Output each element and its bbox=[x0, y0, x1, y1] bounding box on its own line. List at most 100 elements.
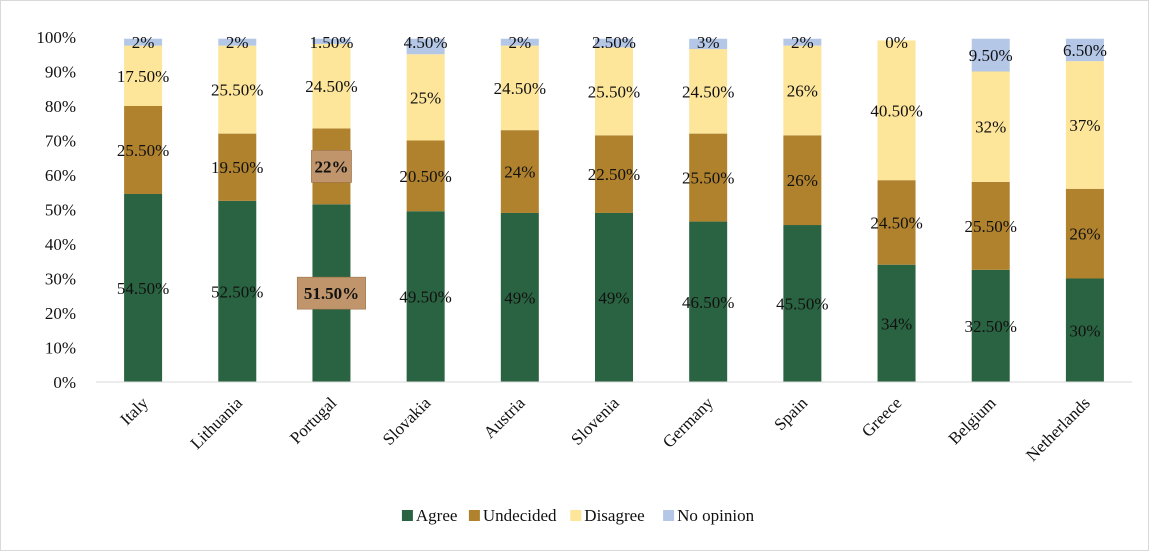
bar-segment-undecided-slovenia bbox=[595, 135, 633, 213]
bar-segment-agree-italy bbox=[124, 193, 163, 382]
data-label-disagree-austria: 24.50% bbox=[494, 79, 546, 98]
x-tick-label: Austria bbox=[480, 393, 529, 442]
x-tick-label: Germany bbox=[659, 393, 718, 452]
bar-segment-disagree-spain bbox=[783, 45, 822, 136]
data-label-undecided-belgium: 25.50% bbox=[965, 217, 1017, 236]
bar-segment-disagree-lithuania bbox=[218, 45, 257, 134]
data-label-undecided-portugal: 22% bbox=[314, 157, 348, 176]
bar-segment-no-opinion-lithuania bbox=[218, 38, 257, 46]
x-tick-label: Portugal bbox=[286, 393, 340, 447]
data-label-agree-belgium: 32.50% bbox=[965, 317, 1017, 336]
legend-label-undecided: Undecided bbox=[483, 506, 557, 525]
y-tick-label: 50% bbox=[45, 201, 76, 220]
bar-segment-no-opinion-belgium bbox=[971, 38, 1010, 72]
y-tick-label: 10% bbox=[45, 339, 76, 358]
bar-segment-no-opinion-austria bbox=[500, 38, 539, 46]
legend-swatch-agree bbox=[401, 510, 413, 521]
legend-swatch-no-opinion bbox=[663, 510, 675, 521]
bar-segment-agree-lithuania bbox=[218, 200, 257, 382]
bar-segment-agree-greece bbox=[877, 264, 916, 382]
data-label-undecided-slovenia: 22.50% bbox=[588, 165, 640, 184]
bar-segment-agree-spain bbox=[783, 225, 822, 382]
data-label-no-opinion-slovakia: 4.50% bbox=[404, 33, 448, 52]
data-label-agree-lithuania: 52.50% bbox=[211, 282, 263, 301]
highlight-box-undecided-portugal bbox=[311, 150, 352, 183]
x-tick-label: Lithuania bbox=[187, 393, 247, 453]
data-label-no-opinion-austria: 2% bbox=[508, 33, 531, 52]
data-label-agree-germany: 46.50% bbox=[682, 293, 734, 312]
data-label-no-opinion-belgium: 9.50% bbox=[969, 46, 1013, 65]
data-label-disagree-belgium: 32% bbox=[975, 118, 1006, 137]
data-label-disagree-portugal: 24.50% bbox=[305, 77, 357, 96]
data-label-disagree-italy: 17.50% bbox=[117, 67, 169, 86]
bar-segment-agree-netherlands bbox=[1065, 278, 1104, 382]
bar-segment-disagree-slovakia bbox=[406, 54, 445, 141]
data-label-no-opinion-italy: 2% bbox=[132, 33, 155, 52]
legend-label-no-opinion: No opinion bbox=[677, 506, 754, 525]
bar-segment-agree-germany bbox=[689, 221, 728, 382]
bar-segment-disagree-netherlands bbox=[1065, 61, 1104, 189]
bar-segment-no-opinion-portugal bbox=[312, 38, 351, 44]
data-label-agree-slovakia: 49.50% bbox=[399, 288, 451, 307]
data-label-undecided-italy: 25.50% bbox=[117, 141, 169, 160]
data-label-disagree-germany: 24.50% bbox=[682, 82, 734, 101]
highlight-box-agree-portugal bbox=[296, 276, 366, 310]
data-label-agree-austria: 49% bbox=[504, 288, 535, 307]
bar-segment-disagree-portugal bbox=[312, 43, 351, 129]
y-tick-label: 100% bbox=[36, 28, 76, 47]
data-label-disagree-spain: 26% bbox=[787, 81, 818, 100]
data-label-no-opinion-spain: 2% bbox=[791, 33, 814, 52]
x-tick-label: Netherlands bbox=[1022, 393, 1094, 465]
x-axis: Italy Lithuania Portugal Slovakia Austria Slo… bbox=[116, 393, 1093, 465]
data-label-disagree-lithuania: 25.50% bbox=[211, 81, 263, 100]
y-tick-label: 0% bbox=[53, 373, 76, 392]
data-label-agree-portugal: 51.50% bbox=[304, 284, 359, 303]
data-label-undecided-spain: 26% bbox=[787, 171, 818, 190]
data-label-disagree-greece: 40.50% bbox=[870, 101, 922, 120]
bar-segment-undecided-spain bbox=[783, 135, 822, 226]
data-label-agree-netherlands: 30% bbox=[1069, 321, 1100, 340]
legend-label-agree: Agree bbox=[416, 506, 458, 525]
data-label-undecided-germany: 25.50% bbox=[682, 169, 734, 188]
x-tick-label: Belgium bbox=[945, 393, 1000, 448]
legend-swatch-disagree bbox=[570, 510, 582, 521]
legend-swatch-undecided bbox=[468, 510, 480, 521]
bar-segment-undecided-slovakia bbox=[406, 140, 445, 212]
data-label-undecided-slovakia: 20.50% bbox=[399, 167, 451, 186]
data-label-agree-italy: 54.50% bbox=[117, 279, 169, 298]
y-tick-label: 80% bbox=[45, 97, 76, 116]
data-label-undecided-greece: 24.50% bbox=[870, 213, 922, 232]
bar-segment-agree-slovakia bbox=[406, 211, 445, 382]
data-label-disagree-slovenia: 25.50% bbox=[588, 82, 640, 101]
data-label-no-opinion-netherlands: 6.50% bbox=[1063, 41, 1107, 60]
data-label-undecided-lithuania: 19.50% bbox=[211, 158, 263, 177]
bar-segment-agree-slovenia bbox=[595, 212, 633, 382]
y-tick-label: 60% bbox=[45, 166, 76, 185]
x-tick-label: Spain bbox=[770, 393, 811, 434]
data-label-disagree-slovakia: 25% bbox=[410, 88, 441, 107]
y-tick-label: 90% bbox=[45, 63, 76, 82]
y-tick-label: 70% bbox=[45, 132, 76, 151]
bar-segment-undecided-lithuania bbox=[218, 133, 257, 201]
bar-segment-agree-austria bbox=[500, 212, 539, 382]
bar-segment-disagree-austria bbox=[500, 45, 539, 131]
data-labels: 54.50% 25.50% 17.50% 2% 52.50% 19.50% 25.50% 2%… bbox=[117, 33, 1107, 340]
bar-segment-no-opinion-spain bbox=[783, 38, 822, 46]
data-label-undecided-austria: 24% bbox=[504, 163, 535, 182]
data-label-agree-spain: 45.50% bbox=[776, 295, 828, 314]
bar-segment-disagree-greece bbox=[877, 40, 916, 181]
y-tick-label: 20% bbox=[45, 304, 76, 323]
data-label-undecided-netherlands: 26% bbox=[1069, 225, 1100, 244]
x-tick-label: Slovenia bbox=[567, 393, 623, 449]
bar-segment-undecided-austria bbox=[500, 130, 539, 213]
bar-segment-undecided-germany bbox=[689, 133, 728, 222]
x-tick-label: Greece bbox=[858, 393, 905, 440]
data-label-no-opinion-portugal: 1.50% bbox=[309, 33, 353, 52]
legend-label-disagree: Disagree bbox=[584, 506, 644, 525]
bar-segment-no-opinion-slovakia bbox=[406, 38, 445, 55]
x-tick-label: Italy bbox=[116, 393, 152, 429]
data-label-disagree-netherlands: 37% bbox=[1069, 116, 1100, 135]
bar-segment-disagree-belgium bbox=[971, 71, 1010, 182]
